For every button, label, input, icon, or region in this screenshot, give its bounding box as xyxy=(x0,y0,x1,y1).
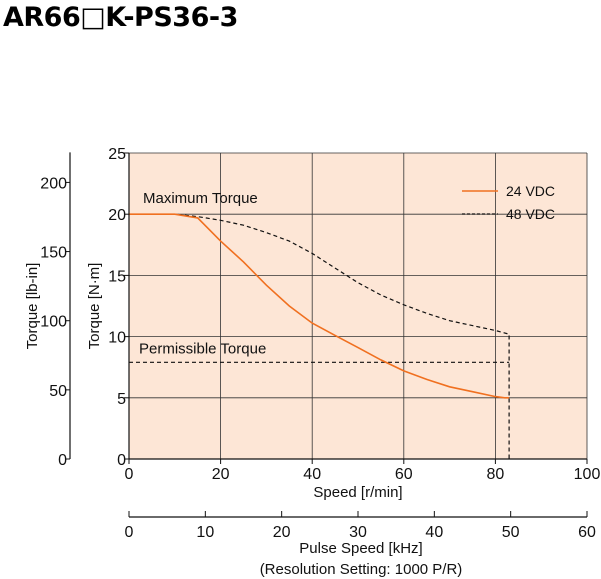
pulse-tick-label: 0 xyxy=(125,524,134,541)
x-tick-label: 20 xyxy=(212,466,230,483)
pulse-tick-label: 20 xyxy=(273,524,291,541)
lbin-tick-label: 100 xyxy=(40,314,67,331)
y-axis-label-nm: Torque [N·m] xyxy=(86,263,103,350)
lbin-tick-label: 50 xyxy=(49,383,67,400)
page-title: AR66□K-PS36-3 xyxy=(3,2,238,33)
permissible-torque-label: Permissible Torque xyxy=(139,340,266,357)
lbin-tick-label: 0 xyxy=(58,452,67,469)
plot-area xyxy=(129,153,587,459)
pulse-speed-label: Pulse Speed [kHz] xyxy=(299,540,422,557)
x-tick-label: 40 xyxy=(303,466,321,483)
y-tick-label: 5 xyxy=(117,391,126,408)
pulse-tick-label: 40 xyxy=(425,524,443,541)
axes: 0 5 10 15 20 25 0 20 40 60 80 100 0 50 100 150 200 xyxy=(40,146,600,483)
pulse-tick-label: 60 xyxy=(578,524,596,541)
x-tick-label: 100 xyxy=(574,466,601,483)
y-axis-label-lbin: Torque [lb-in] xyxy=(24,263,41,350)
legend-label-48vdc: 48 VDC xyxy=(506,206,555,222)
y-tick-label: 20 xyxy=(108,207,126,224)
resolution-setting-label: (Resolution Setting: 1000 P/R) xyxy=(260,561,463,578)
x-tick-label: 80 xyxy=(487,466,505,483)
pulse-tick-label: 10 xyxy=(196,524,214,541)
maximum-torque-label: Maximum Torque xyxy=(143,190,258,207)
series-layer xyxy=(129,213,510,459)
y-tick-label: 10 xyxy=(108,330,126,347)
x-axis-label: Speed [r/min] xyxy=(313,484,402,501)
y-tick-label: 0 xyxy=(117,452,126,469)
legend: 24 VDC 48 VDC xyxy=(462,183,555,222)
x-tick-label: 0 xyxy=(125,466,134,483)
lbin-tick-label: 200 xyxy=(40,175,67,192)
pulse-speed-axis: 0 10 20 30 40 50 60 xyxy=(125,511,596,541)
series-24vdc-line xyxy=(129,213,510,399)
legend-label-24vdc: 24 VDC xyxy=(506,183,555,199)
pulse-tick-label: 30 xyxy=(349,524,367,541)
y-tick-label: 15 xyxy=(108,268,126,285)
y-tick-label: 25 xyxy=(108,146,126,163)
lbin-tick-label: 150 xyxy=(40,245,67,262)
x-tick-label: 60 xyxy=(395,466,413,483)
series-48vdc-line xyxy=(129,213,510,459)
pulse-tick-label: 50 xyxy=(502,524,520,541)
